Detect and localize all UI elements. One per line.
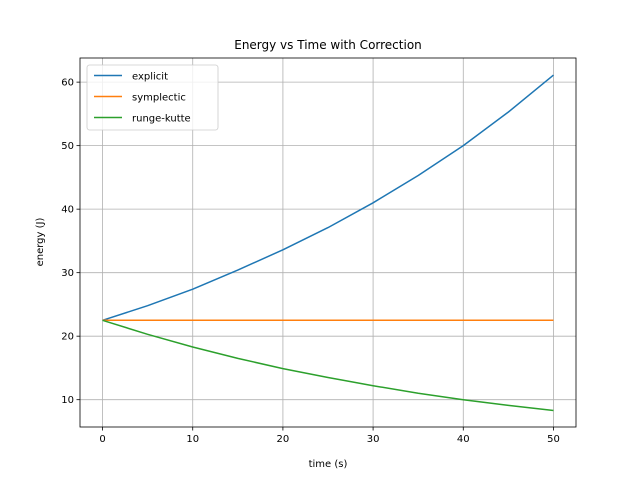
x-tick-label: 30 [367, 434, 380, 445]
legend-label-explicit: explicit [132, 72, 168, 83]
legend: explicit symplectic runge-kutte [86, 64, 219, 131]
legend-label-runge-kutte: runge-kutte [132, 114, 191, 125]
y-tick-label: 20 [61, 332, 74, 343]
y-tick-label: 50 [61, 141, 74, 152]
y-tick-label: 60 [61, 78, 74, 89]
series-lines [102, 74, 554, 412]
plot-frame [79, 57, 577, 428]
legend-label-symplectic: symplectic [132, 93, 186, 104]
chart-title: Energy vs Time with Correction [234, 38, 422, 52]
x-tick-label: 0 [99, 434, 105, 445]
y-tick-label: 40 [61, 205, 74, 216]
x-tick-label: 20 [277, 434, 290, 445]
y-axis-label: energy (J) [35, 218, 46, 267]
y-tick-label: 30 [61, 268, 74, 279]
x-tick-label: 40 [457, 434, 470, 445]
x-tick-label: 50 [547, 434, 560, 445]
axis-ticks: 0 10 20 30 40 50 10 20 30 40 50 60 [61, 78, 560, 445]
series-line-runge-kutte [102, 319, 554, 412]
series-line-explicit [102, 74, 554, 322]
x-axis-label: time (s) [309, 459, 348, 470]
legend-box [86, 64, 219, 131]
x-tick-label: 10 [186, 434, 199, 445]
y-tick-label: 10 [61, 395, 74, 406]
grid [80, 58, 576, 427]
